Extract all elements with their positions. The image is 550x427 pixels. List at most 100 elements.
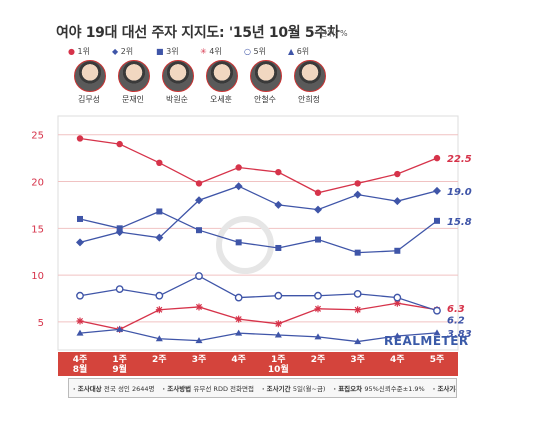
legend-name: 박원순: [165, 95, 189, 104]
legend-name: 안철수: [253, 95, 277, 104]
end-value-label: 15.8: [447, 217, 472, 228]
data-point: [394, 170, 401, 178]
data-point: [354, 180, 361, 187]
y-tick-label: 25: [31, 131, 44, 142]
end-value-label: 22.5: [447, 154, 472, 165]
data-point: [314, 205, 322, 214]
legend-rank: ✳ 4위: [200, 46, 242, 57]
legend-rank-text: 1위: [77, 47, 90, 56]
data-point: [433, 154, 441, 162]
data-point: [353, 289, 362, 298]
x-tick-label: 4주 8월: [73, 354, 88, 375]
legend-marker-icon: ○: [244, 47, 254, 56]
data-point: [156, 208, 163, 215]
data-point: [394, 247, 401, 254]
data-point: [195, 272, 203, 280]
survey-info-item: · 표집오차 95%신뢰수준±1.9%: [333, 385, 425, 393]
data-point: [195, 196, 203, 205]
legend-rank: ● 1위: [68, 46, 110, 57]
series-line: [79, 275, 438, 312]
data-point: [433, 306, 441, 315]
data-point: [354, 249, 361, 256]
data-point: [235, 239, 242, 246]
data-point: [155, 306, 163, 314]
data-point: [196, 227, 202, 234]
data-point: [155, 291, 164, 300]
data-point: [156, 159, 163, 166]
survey-info-item: · 조사대상 전국 성인 2644명: [73, 385, 155, 393]
legend-item: ○ 5위 안철수: [244, 44, 286, 110]
data-point: [235, 329, 243, 336]
legend-name: 문재인: [121, 95, 145, 104]
data-point: [393, 299, 401, 307]
data-point: [354, 338, 362, 345]
data-point: [155, 233, 164, 242]
legend-name: 안희정: [297, 95, 321, 104]
data-point: [195, 337, 203, 344]
x-tick-label: 3주: [192, 354, 207, 365]
data-point: [155, 335, 163, 342]
series-line: [79, 302, 438, 331]
data-point: [315, 236, 321, 243]
legend-rank-text: 6위: [296, 47, 310, 56]
avatar: [250, 60, 282, 92]
survey-info-item: · 조사기관 리얼미터: [432, 385, 456, 393]
data-point: [76, 317, 84, 325]
x-axis-band: [58, 352, 458, 376]
data-point: [76, 135, 84, 142]
chart-title: 여야 19대 대선 주자 지지도: '15년 10월 5주차: [56, 25, 340, 41]
data-point: [434, 217, 440, 224]
data-point: [234, 293, 243, 302]
series-line: [79, 137, 438, 194]
avatar: [206, 60, 238, 92]
data-point: [116, 140, 123, 148]
legend-rank: ■ 3위: [156, 46, 198, 57]
data-point: [314, 305, 322, 313]
y-tick-label: 20: [31, 178, 44, 189]
data-point: [274, 291, 283, 300]
brand-label: REALMETER: [384, 334, 469, 348]
data-point: [393, 197, 402, 206]
data-point: [314, 189, 322, 196]
legend-name: 김무성: [77, 95, 101, 104]
series-line: [79, 328, 438, 343]
x-tick-label: 4주: [390, 354, 405, 365]
x-tick-label: 2주: [311, 354, 326, 365]
data-point: [235, 164, 242, 171]
data-point: [275, 244, 282, 251]
legend-marker-icon: ◆: [112, 47, 121, 56]
data-point: [314, 333, 322, 340]
data-point: [77, 215, 83, 222]
data-point: [234, 182, 243, 191]
data-point: [76, 291, 84, 300]
data-point: [76, 329, 84, 336]
x-tick-label: 1주 9월: [112, 354, 127, 375]
data-point: [433, 186, 441, 195]
data-point: [116, 325, 124, 332]
emblem-watermark: [216, 216, 274, 274]
avatar: [294, 60, 326, 92]
legend-rank: ◆ 2위: [112, 46, 154, 57]
legend-rank-text: 4위: [209, 47, 222, 56]
end-value-label: 19.0: [447, 187, 472, 198]
y-tick-label: 5: [38, 318, 44, 329]
data-point: [393, 293, 402, 302]
unit-label: 단위: %: [320, 29, 348, 38]
y-tick-label: 10: [31, 271, 44, 282]
end-value-label: 3.83: [447, 329, 472, 340]
survey-info-item: · 조사방법 유무선 RDD 전화면접: [162, 385, 254, 393]
legend-marker-icon: ■: [156, 47, 167, 56]
data-point: [274, 331, 282, 338]
legend-rank: ▲ 6위: [288, 46, 330, 57]
data-point: [275, 168, 282, 176]
data-point: [274, 320, 282, 328]
x-tick-label: 3주: [350, 354, 365, 365]
series-line: [79, 210, 438, 254]
end-value-label: 6.2: [447, 316, 465, 327]
x-tick-label: 2주: [152, 354, 167, 365]
x-tick-label: 5주: [430, 354, 445, 365]
